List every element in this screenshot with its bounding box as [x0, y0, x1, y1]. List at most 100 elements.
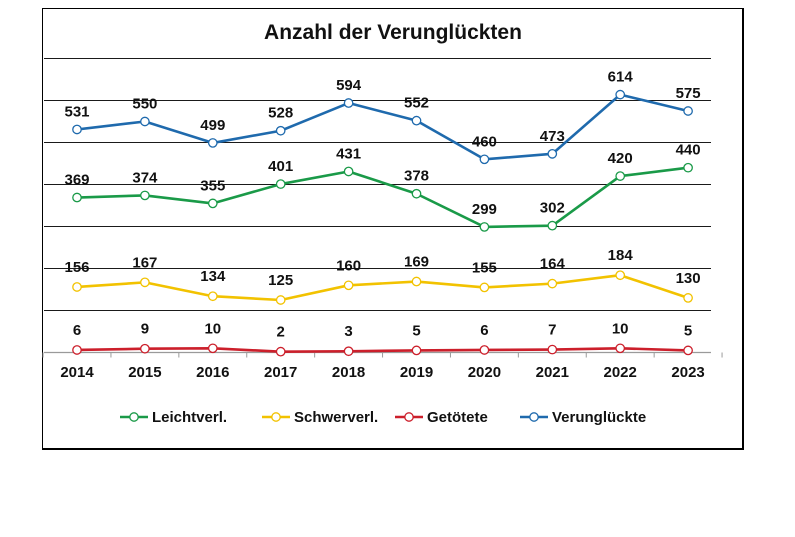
- x-tick-label: 2021: [536, 364, 569, 381]
- data-label: 460: [472, 133, 497, 150]
- x-tick-label: 2017: [264, 364, 297, 381]
- data-label: 378: [404, 168, 429, 185]
- data-label: 355: [200, 177, 225, 194]
- data-label: 401: [268, 158, 293, 175]
- legend-entry: Leichtverl.: [120, 409, 227, 426]
- x-tick-label: 2020: [468, 364, 501, 381]
- data-label: 10: [204, 320, 221, 337]
- data-point: [343, 280, 354, 291]
- data-point: [140, 190, 150, 201]
- data-label: 5: [684, 322, 692, 339]
- legend-label: Getötete: [427, 409, 488, 426]
- data-point: [479, 154, 490, 165]
- x-tick-label: 2018: [332, 364, 365, 381]
- data-label: 6: [73, 322, 81, 339]
- legend-marker: [271, 412, 281, 422]
- data-point: [615, 89, 626, 100]
- data-point: [207, 198, 218, 209]
- data-label: 374: [132, 169, 158, 186]
- data-point: [615, 270, 626, 281]
- data-point: [343, 98, 354, 108]
- data-label: 10: [612, 320, 629, 337]
- data-point: [343, 166, 354, 177]
- legend-label: Verunglückte: [552, 409, 646, 426]
- data-point: [547, 148, 558, 159]
- data-label: 369: [64, 172, 89, 189]
- data-point: [411, 115, 422, 126]
- series-line: [76, 346, 689, 353]
- data-point: [547, 278, 558, 289]
- data-label: 167: [132, 254, 157, 271]
- x-tick-label: 2023: [671, 364, 704, 381]
- data-label: 156: [64, 259, 89, 276]
- data-label: 431: [336, 145, 361, 162]
- x-tick-label: 2019: [400, 364, 433, 381]
- data-label: 614: [608, 69, 634, 86]
- data-label: 528: [268, 105, 293, 122]
- data-label: 169: [404, 254, 429, 271]
- series-get-tete: 6 9 10 2 3 5 6 7 10 5: [72, 320, 693, 357]
- data-label: 6: [480, 322, 488, 339]
- chart-title: Anzahl der Verunglückten: [264, 21, 522, 44]
- data-point: [140, 277, 150, 288]
- data-label: 499: [200, 117, 225, 134]
- legend-label: Leichtverl.: [152, 409, 227, 426]
- legend-entry: Getötete: [395, 409, 488, 426]
- data-label: 594: [336, 77, 362, 94]
- data-label: 299: [472, 201, 497, 218]
- data-point: [411, 345, 422, 356]
- data-label: 9: [141, 321, 149, 338]
- data-label: 302: [540, 200, 565, 217]
- chart-frame: [42, 8, 744, 450]
- data-point: [275, 295, 286, 305]
- data-point: [615, 343, 626, 354]
- data-point: [683, 106, 693, 116]
- data-point: [343, 346, 354, 357]
- data-label: 164: [540, 256, 566, 273]
- data-label: 552: [404, 95, 429, 112]
- series-leichtverl-: 369 374 355 401 431 378 299 302 420 440: [64, 142, 701, 232]
- x-tick-label: 2016: [196, 364, 229, 381]
- data-point: [683, 345, 693, 356]
- x-tick-label: 2015: [128, 364, 161, 381]
- legend-marker: [129, 412, 139, 422]
- data-label: 575: [676, 85, 701, 102]
- data-label: 2: [277, 324, 285, 341]
- data-point: [72, 192, 82, 203]
- data-point: [72, 282, 82, 292]
- data-label: 420: [608, 150, 633, 167]
- gridlines: [44, 58, 711, 311]
- legend: Leichtverl. Schwerverl. Getötete Verunglück…: [120, 409, 646, 426]
- data-point: [479, 222, 490, 232]
- data-label: 550: [132, 96, 157, 113]
- data-point: [72, 345, 82, 355]
- series-schwerverl-: 156 167 134 125 160 169 155 164 184 130: [64, 247, 701, 305]
- data-point: [615, 171, 626, 181]
- data-point: [275, 179, 286, 189]
- data-point: [479, 282, 490, 293]
- data-point: [547, 344, 558, 355]
- data-label: 155: [472, 259, 497, 276]
- legend-marker: [529, 412, 539, 422]
- data-point: [140, 343, 150, 354]
- data-label: 3: [344, 323, 352, 340]
- data-label: 473: [540, 128, 565, 145]
- data-point: [207, 343, 218, 354]
- x-tick-label: 2022: [604, 364, 637, 381]
- data-point: [275, 346, 286, 357]
- data-point: [547, 220, 558, 231]
- x-tick-label: 2014: [60, 364, 94, 381]
- data-point: [140, 116, 150, 127]
- legend-entry: Verunglückte: [520, 409, 646, 426]
- x-axis: 2014 2015 2016 2017 2018 2019 2020 2021 2022 2023: [42, 351, 723, 381]
- data-point: [72, 124, 82, 135]
- legend-marker: [404, 412, 414, 422]
- data-point: [207, 291, 218, 302]
- data-label: 184: [608, 247, 634, 264]
- data-point: [411, 276, 422, 287]
- data-point: [411, 188, 422, 199]
- data-label: 134: [200, 268, 226, 285]
- data-point: [683, 162, 693, 173]
- data-label: 5: [412, 322, 420, 339]
